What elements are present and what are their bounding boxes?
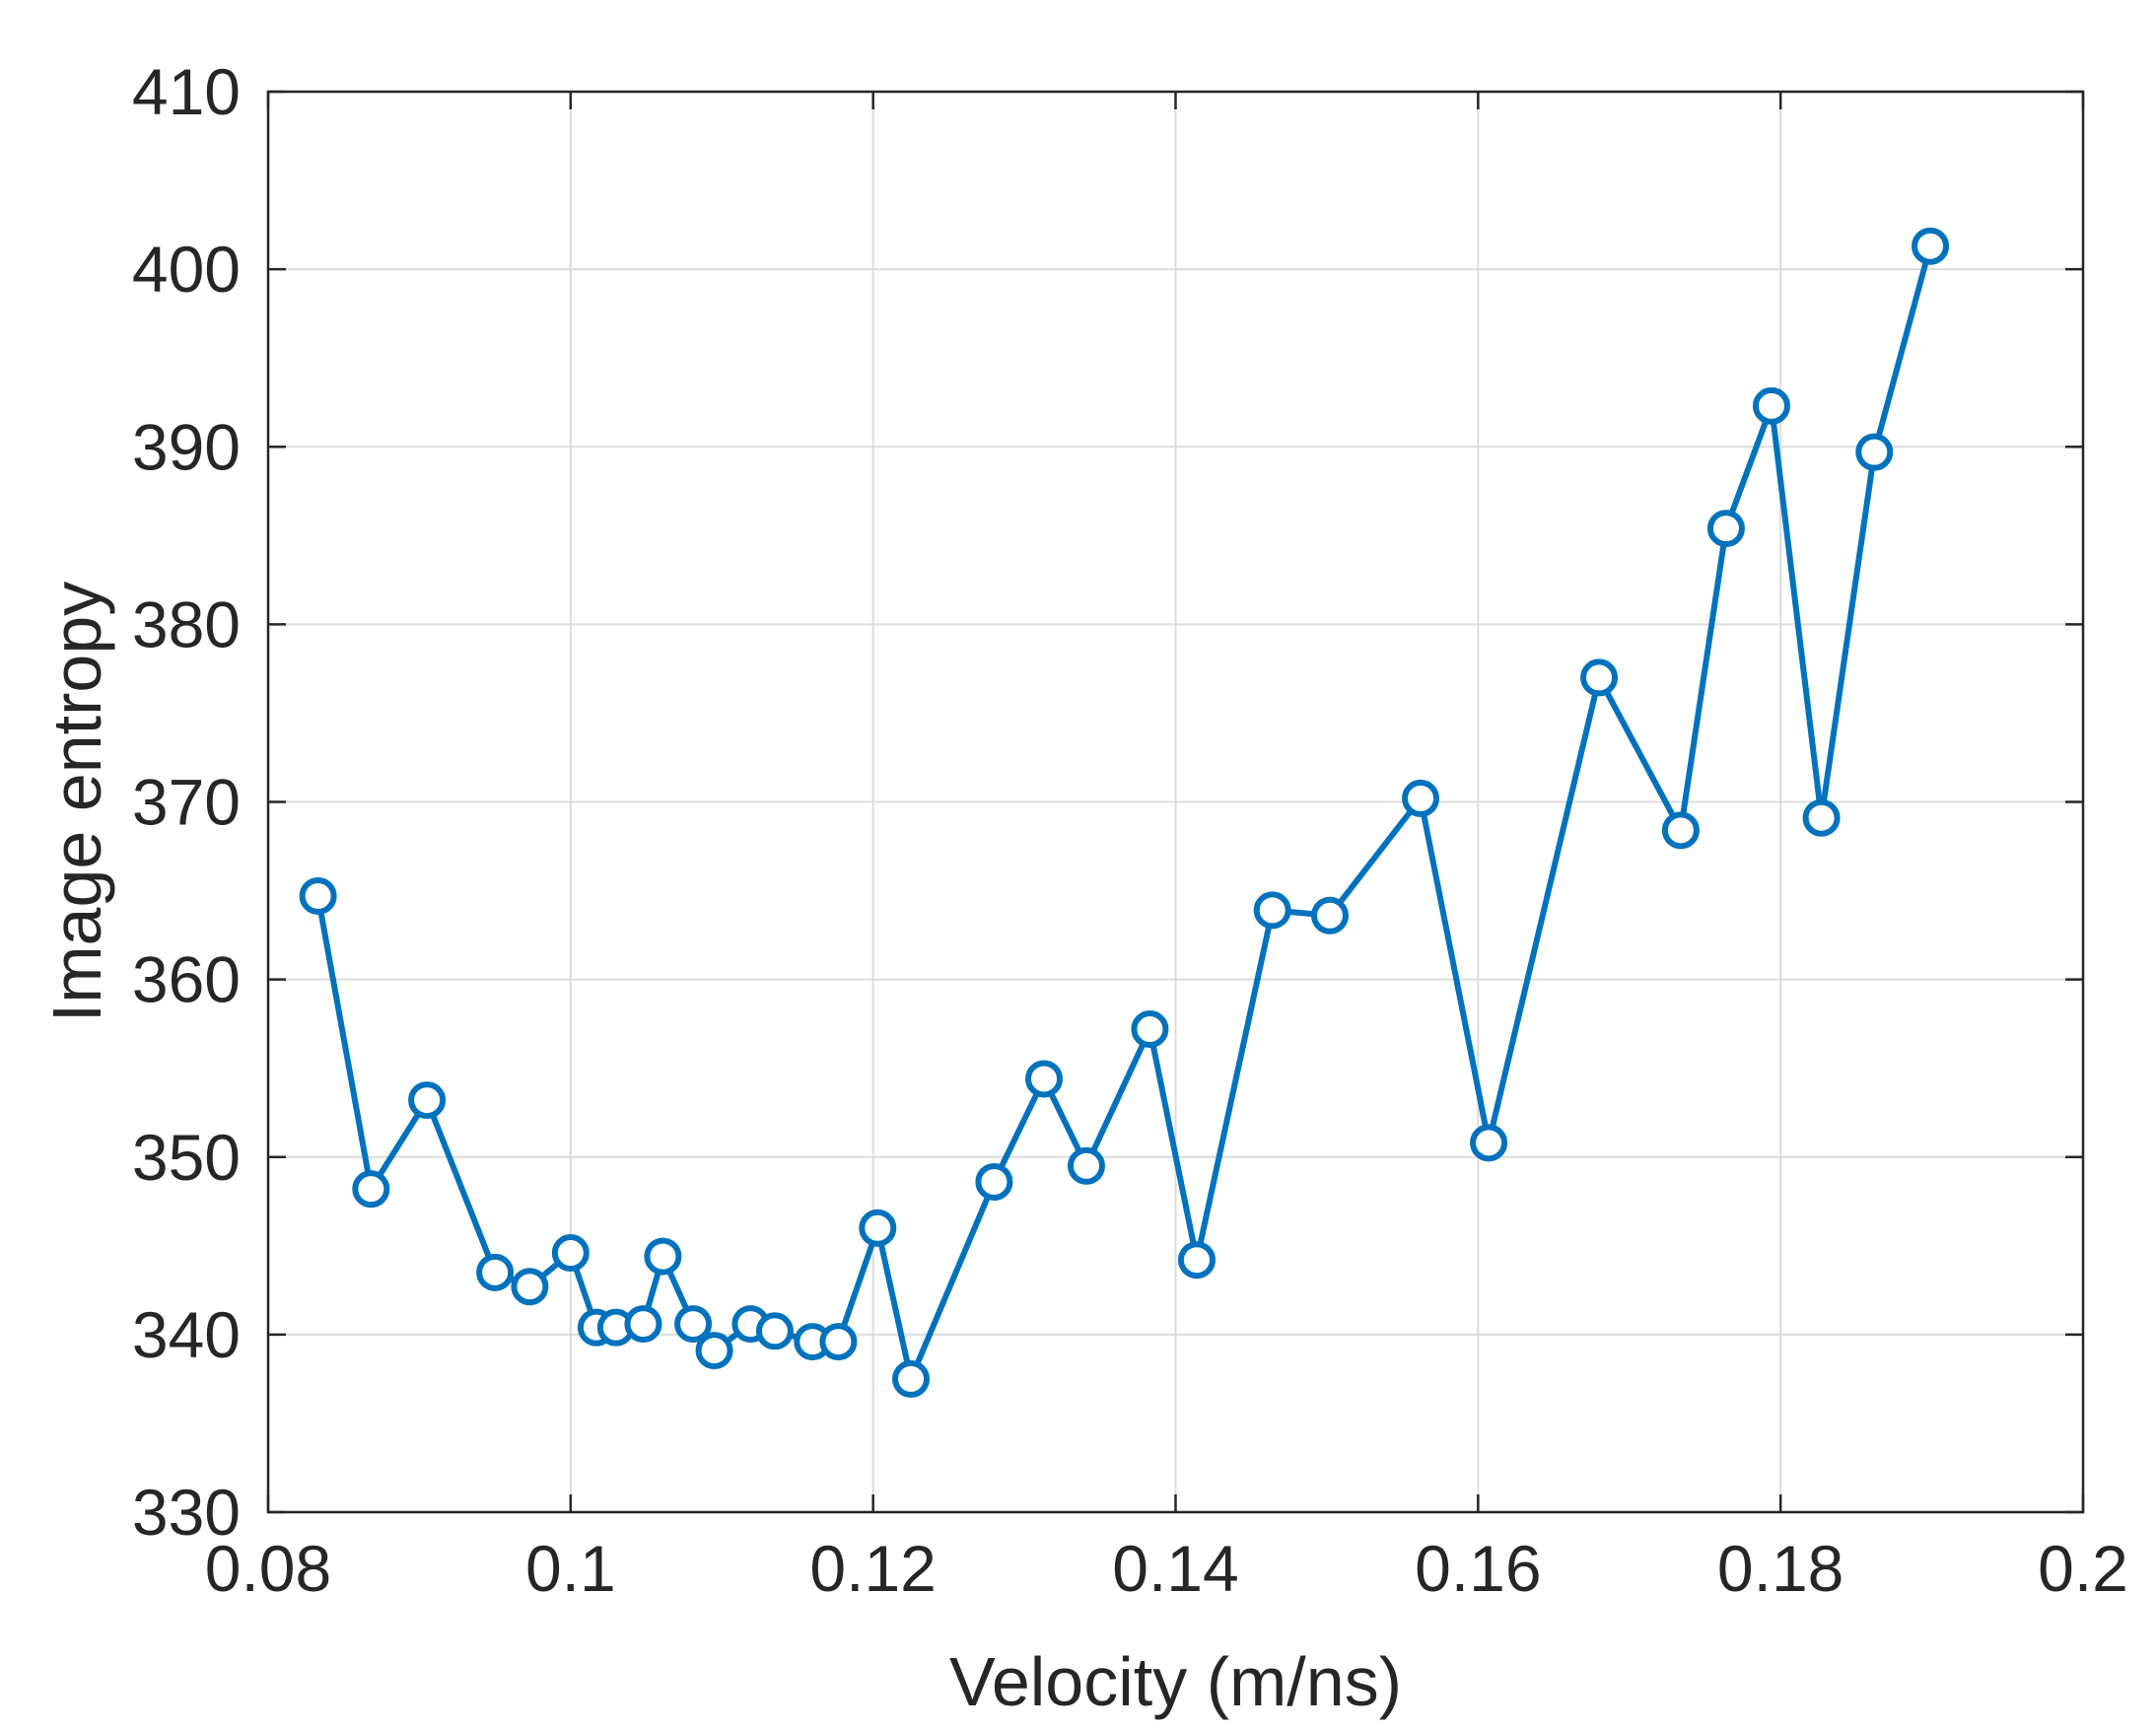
data-point-marker (1706, 510, 1745, 548)
y-tick-label: 410 (132, 55, 241, 128)
y-tick-label: 380 (132, 588, 241, 660)
data-point-marker (975, 1162, 1013, 1201)
y-axis-label: Image entropy (38, 582, 115, 1022)
data-point-marker (1470, 1124, 1508, 1162)
data-point-marker (1402, 779, 1440, 817)
data-point-marker (819, 1323, 858, 1361)
data-point-marker (1855, 433, 1894, 471)
x-tick-label: 0.16 (1415, 1532, 1541, 1605)
y-tick-label: 360 (132, 943, 241, 1016)
data-point-marker (1752, 386, 1790, 425)
data-point-marker (1661, 811, 1700, 850)
data-point-marker (1802, 798, 1841, 837)
y-tick-label: 340 (132, 1298, 241, 1371)
data-point-marker (299, 876, 337, 915)
data-point-marker (644, 1237, 682, 1276)
data-point-marker (1025, 1060, 1064, 1098)
x-tick-label: 0.08 (205, 1532, 331, 1605)
x-tick-label: 0.2 (2038, 1532, 2128, 1605)
x-tick-label: 0.12 (809, 1532, 936, 1605)
data-point-marker (892, 1359, 931, 1398)
x-tick-label: 0.1 (525, 1532, 616, 1605)
data-point-marker (1177, 1241, 1216, 1280)
plot-frame (266, 90, 2085, 1514)
data-point-marker (1067, 1146, 1105, 1185)
x-axis-label: Velocity (m/ns) (949, 1643, 1402, 1720)
data-point-marker (755, 1312, 794, 1350)
data-point-marker (695, 1332, 733, 1370)
data-point-marker (476, 1253, 515, 1291)
data-point-marker (859, 1209, 897, 1247)
data-point-marker (1580, 658, 1619, 697)
x-tick-label: 0.14 (1112, 1532, 1238, 1605)
x-tick-label: 0.18 (1717, 1532, 1843, 1605)
y-tick-label: 400 (132, 233, 241, 306)
series-line (314, 244, 1933, 1382)
data-point-marker (551, 1234, 590, 1273)
data-point-marker (674, 1305, 713, 1344)
data-point-marker (1131, 1010, 1169, 1049)
data-point-marker (624, 1305, 662, 1344)
data-series (299, 227, 1950, 1398)
data-point-marker (511, 1268, 549, 1306)
y-tick-label: 370 (132, 766, 241, 839)
data-point-marker (352, 1170, 390, 1209)
y-tick-label: 390 (132, 410, 241, 483)
y-tick-label: 350 (132, 1121, 241, 1194)
data-point-marker (1912, 227, 1950, 265)
data-point-marker (1253, 891, 1291, 930)
tick-labels: 0.08 0.1 0.12 0.14 0.16 0.18 0.2 330 340 350 360 37… (132, 55, 2128, 1605)
data-point-marker (408, 1081, 447, 1120)
data-point-marker (1310, 896, 1349, 934)
grid (268, 92, 2083, 1512)
y-tick-label: 330 (132, 1476, 241, 1549)
